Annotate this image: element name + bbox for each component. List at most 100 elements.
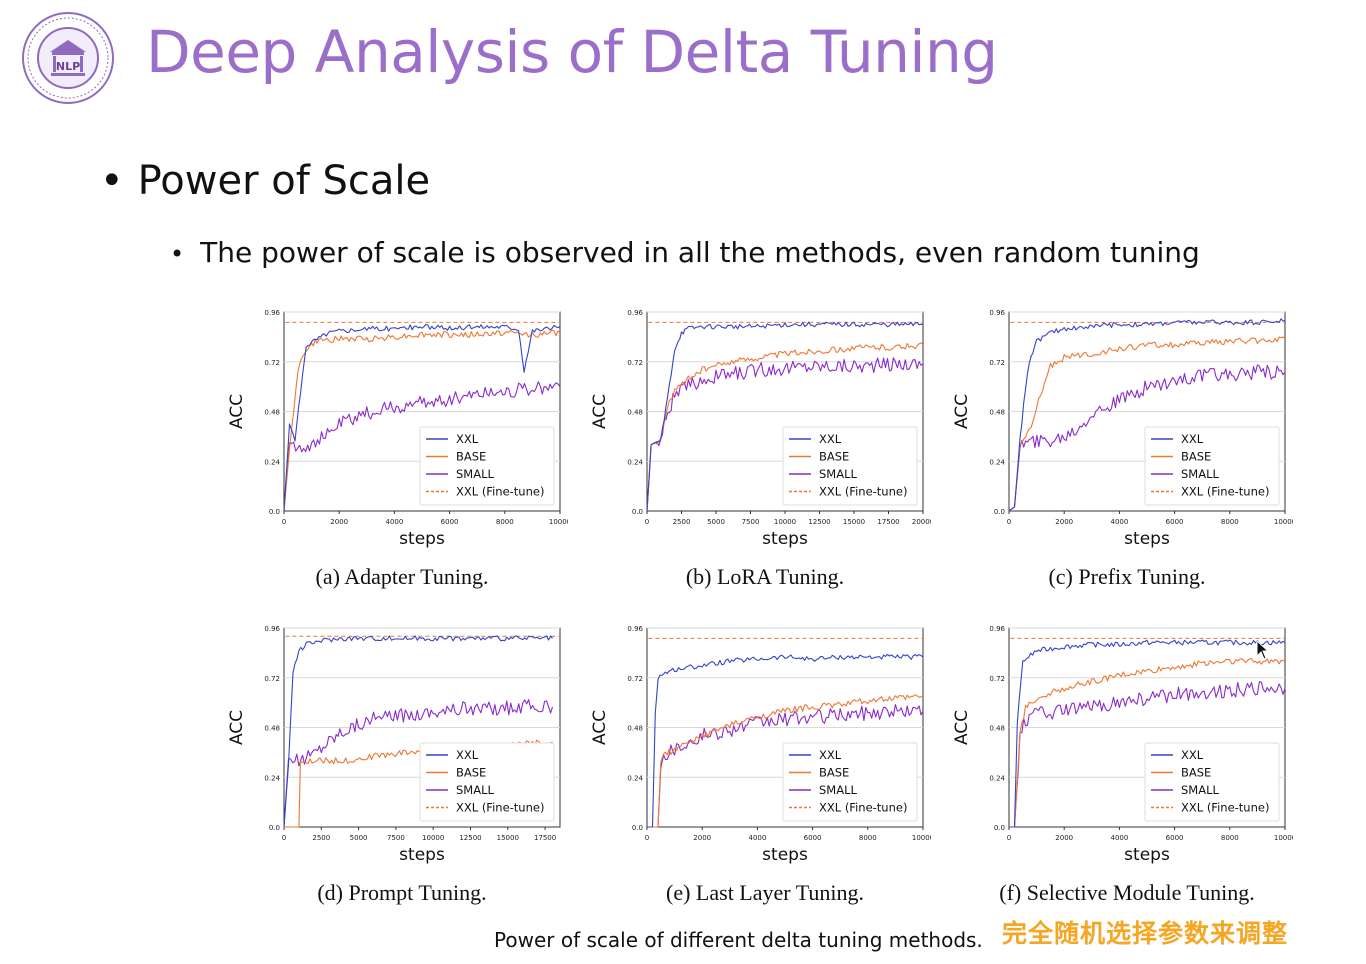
y-axis-label: ACC	[590, 710, 610, 745]
legend-label: XXL	[456, 748, 479, 762]
x-axis-label: steps	[762, 845, 808, 865]
chinese-subtitle-note: 完全随机选择参数来调整	[1002, 919, 1289, 948]
y-tick-label: 0.0	[269, 824, 280, 832]
chart-caption: (e) Last Layer Tuning.	[666, 880, 864, 905]
x-tick-label: 6000	[1166, 518, 1184, 526]
legend-label: BASE	[1181, 450, 1211, 464]
x-tick-label: 12500	[808, 518, 830, 526]
x-axis-label: steps	[399, 845, 445, 865]
x-tick-label: 8000	[859, 834, 877, 842]
y-axis-label: ACC	[227, 394, 247, 429]
x-tick-label: 0	[645, 834, 649, 842]
y-tick-label: 0.0	[994, 824, 1005, 832]
x-tick-label: 4000	[1110, 518, 1128, 526]
legend-label: SMALL	[456, 783, 494, 797]
y-axis-label: ACC	[952, 710, 972, 745]
y-tick-label: 0.96	[989, 625, 1005, 633]
series-small-line	[283, 381, 561, 512]
x-tick-label: 2000	[1055, 834, 1073, 842]
y-tick-label: 0.96	[264, 309, 280, 317]
chart-caption: (a) Adapter Tuning.	[315, 564, 489, 589]
x-tick-label: 17500	[877, 518, 899, 526]
series-base-line	[647, 694, 924, 828]
x-tick-label: 12500	[459, 834, 481, 842]
x-tick-label: 10000	[774, 518, 796, 526]
series-xxl-line	[647, 653, 924, 828]
chart-caption: (d) Prompt Tuning.	[317, 880, 487, 905]
chart-svg-3: 0.0 0.24 0.48 0.72 0.96 0 2000 4000 6000 8000 1000…	[952, 309, 1293, 549]
y-tick-label: 0.48	[264, 409, 280, 417]
university-logo: NLP	[20, 10, 116, 106]
x-axis-label: steps	[399, 529, 445, 549]
series-base-line	[646, 342, 924, 512]
y-tick-label: 0.72	[264, 359, 280, 367]
legend-label: BASE	[456, 450, 486, 464]
x-tick-label: 2000	[330, 518, 348, 526]
legend-label: SMALL	[819, 783, 857, 797]
y-tick-label: 0.72	[264, 675, 280, 683]
chart-panel-6: 0.0 0.24 0.48 0.72 0.96 0 2000 4000 6000 8000 1000…	[947, 616, 1293, 905]
series-small-line	[1008, 364, 1286, 512]
legend-label: SMALL	[1181, 783, 1219, 797]
legend-label: XXL (Fine-tune)	[819, 801, 907, 815]
series-base-line	[1009, 658, 1286, 828]
x-tick-label: 7500	[387, 834, 405, 842]
series-xxl-line	[283, 635, 553, 828]
y-axis-label: ACC	[227, 710, 247, 745]
chart-svg-4: 0.0 0.24 0.48 0.72 0.96 0 2500 5000 7500 10000 125…	[227, 625, 561, 865]
x-tick-label: 20000	[912, 518, 931, 526]
series-small-line	[283, 699, 554, 828]
chart-svg-6: 0.0 0.24 0.48 0.72 0.96 0 2000 4000 6000 8000 1000…	[952, 625, 1293, 865]
series-base-line	[1008, 336, 1286, 512]
chart-panel-4: 0.0 0.24 0.48 0.72 0.96 0 2500 5000 7500 10000 125…	[222, 616, 568, 905]
x-tick-label: 8000	[496, 518, 514, 526]
bullet-1-text: Power of Scale	[137, 158, 431, 204]
chart-caption: (b) LoRA Tuning.	[685, 564, 845, 589]
legend-label: XXL (Fine-tune)	[456, 485, 544, 499]
y-tick-label: 0.96	[627, 625, 643, 633]
x-tick-label: 0	[1007, 834, 1011, 842]
x-tick-label: 5000	[350, 834, 368, 842]
y-tick-label: 0.96	[989, 309, 1005, 317]
y-axis-label: ACC	[952, 394, 972, 429]
x-tick-label: 2000	[1055, 518, 1073, 526]
y-tick-label: 0.96	[264, 625, 280, 633]
x-tick-label: 6000	[441, 518, 459, 526]
y-tick-label: 0.48	[989, 409, 1005, 417]
x-tick-label: 10000	[422, 834, 444, 842]
legend-label: XXL	[819, 748, 842, 762]
legend-box	[419, 426, 555, 506]
y-tick-label: 0.48	[264, 725, 280, 733]
chart-panel-1: 0.0 0.24 0.48 0.72 0.96 0 2000 4000 6000 8000 1000…	[222, 300, 568, 589]
y-tick-label: 0.48	[627, 409, 643, 417]
x-tick-label: 7500	[742, 518, 760, 526]
legend-box	[1144, 742, 1280, 822]
x-tick-label: 15000	[843, 518, 865, 526]
y-tick-label: 0.72	[627, 675, 643, 683]
series-xxl-line	[646, 321, 924, 512]
sub-bullet-observation: • The power of scale is observed in all t…	[170, 236, 1200, 269]
legend-box	[419, 742, 555, 822]
chart-svg-2: 0.0 0.24 0.48 0.72 0.96 0 2500 5000 7500 10000 125…	[590, 309, 931, 549]
legend-label: XXL (Fine-tune)	[1181, 801, 1269, 815]
x-tick-label: 6000	[804, 834, 822, 842]
x-tick-label: 10000	[1274, 834, 1293, 842]
chart-panel-5: 0.0 0.24 0.48 0.72 0.96 0 2000 4000 6000 8000 1000…	[585, 616, 931, 905]
x-tick-label: 10000	[549, 518, 568, 526]
chart-panel-2: 0.0 0.24 0.48 0.72 0.96 0 2500 5000 7500 10000 125…	[585, 300, 931, 589]
x-tick-label: 0	[1007, 518, 1011, 526]
legend-label: XXL	[819, 432, 842, 446]
y-tick-label: 0.0	[632, 824, 643, 832]
x-axis-label: steps	[762, 529, 808, 549]
y-tick-label: 0.0	[269, 508, 280, 516]
series-small-line	[647, 703, 924, 828]
y-tick-label: 0.48	[627, 725, 643, 733]
y-tick-label: 0.24	[989, 774, 1005, 782]
series-small-line	[646, 357, 924, 512]
logo-text: NLP	[56, 60, 80, 73]
mouse-cursor-icon	[1256, 639, 1270, 665]
legend-label: SMALL	[456, 467, 494, 481]
x-tick-label: 0	[282, 518, 286, 526]
series-xxl-line	[1008, 318, 1286, 512]
x-tick-label: 4000	[385, 518, 403, 526]
